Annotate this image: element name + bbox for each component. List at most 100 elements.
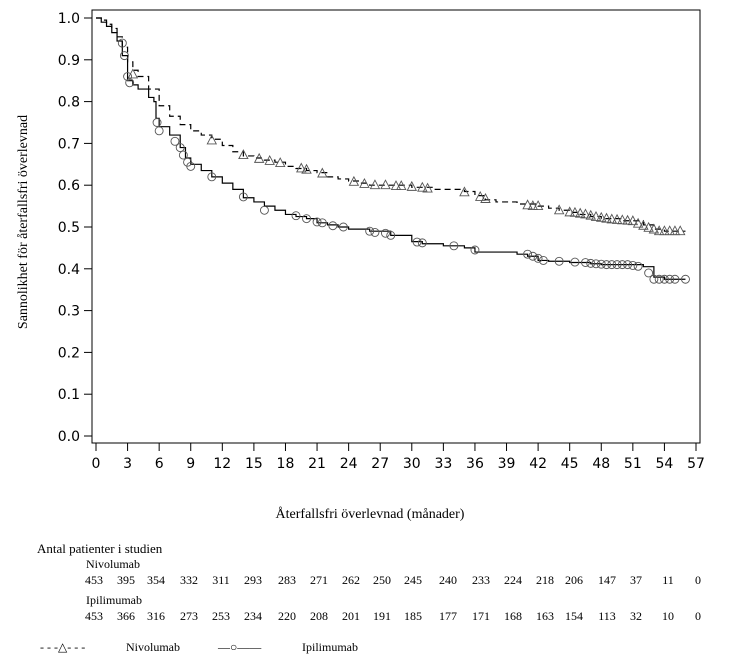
censor-mark-ipilimumab-41 [617, 260, 627, 270]
y-tick-label-5: 0.5 [58, 220, 80, 236]
y-tick-label-1: 0.1 [58, 387, 80, 403]
x-tick-label-4: 12 [213, 456, 231, 472]
censor-mark-ipilimumab-48 [659, 274, 669, 284]
censor-mark-ipilimumab-14 [291, 211, 301, 221]
censor-mark-ipilimumab-18 [328, 221, 338, 231]
censor-mark-ipilimumab-1 [119, 51, 129, 61]
censor-mark-ipilimumab-51 [681, 274, 690, 284]
legend-symbol-ipilimumab: —○—— [217, 640, 262, 654]
censor-mark-ipilimumab-33 [570, 257, 580, 267]
risk-count-ipilimumab-18: 10 [662, 609, 674, 623]
x-tick-label-1: 3 [123, 456, 132, 472]
censor-mark-ipilimumab-43 [628, 261, 638, 270]
x-tick-label-0: 0 [92, 456, 101, 472]
censor-mark-ipilimumab-2 [123, 72, 133, 81]
risk-count-ipilimumab-3: 273 [180, 609, 198, 623]
risk-count-ipilimumab-4: 253 [212, 609, 230, 623]
censor-mark-nivolumab-16 [417, 181, 428, 192]
censor-mark-nivolumab-9 [348, 175, 360, 186]
censor-mark-ipilimumab-50 [670, 274, 680, 284]
censor-mark-ipilimumab-7 [175, 143, 185, 153]
risk-count-nivolumab-18: 11 [662, 573, 674, 587]
censor-mark-nivolumab-1 [206, 134, 218, 145]
censor-mark-ipilimumab-11 [207, 172, 217, 182]
risk-count-ipilimumab-10: 185 [404, 609, 422, 623]
y-axis-label: Sannolikhet för återfallsfri överlevnad [16, 115, 31, 329]
risk-count-nivolumab-10: 245 [404, 573, 422, 587]
censor-mark-nivolumab-46 [674, 225, 686, 236]
censor-mark-ipilimumab-37 [596, 259, 606, 269]
risk-count-nivolumab-2: 354 [147, 573, 165, 587]
risk-count-nivolumab-17: 37 [630, 573, 642, 587]
legend-label-nivolumab: Nivolumab [126, 640, 180, 654]
censor-mark-nivolumab-17 [422, 182, 433, 193]
x-tick-label-13: 39 [498, 456, 516, 472]
censor-mark-nivolumab-32 [601, 212, 612, 223]
risk-count-nivolumab-7: 271 [310, 573, 328, 587]
censor-mark-nivolumab-21 [522, 199, 533, 210]
risk-count-ipilimumab-9: 191 [373, 609, 391, 623]
censor-mark-nivolumab-38 [632, 217, 644, 228]
risk-count-ipilimumab-15: 154 [565, 609, 583, 623]
risk-count-ipilimumab-6: 220 [278, 609, 296, 623]
x-tick-label-10: 30 [403, 456, 421, 472]
series-line-nivolumab [96, 17, 686, 232]
risk-count-ipilimumab-0: 453 [85, 609, 103, 623]
risk-table-title: Antal patienter i studien [37, 541, 163, 556]
risk-count-nivolumab-1: 395 [117, 573, 135, 587]
censor-mark-nivolumab-23 [532, 200, 544, 211]
censor-mark-nivolumab-6 [296, 162, 307, 173]
risk-count-ipilimumab-8: 201 [342, 609, 360, 623]
censor-mark-ipilimumab-46 [649, 274, 659, 284]
censor-mark-nivolumab-37 [627, 215, 639, 226]
censor-mark-ipilimumab-24 [412, 237, 422, 247]
risk-count-ipilimumab-13: 168 [504, 609, 522, 623]
censor-mark-nivolumab-43 [659, 225, 670, 236]
y-tick-label-2: 0.2 [58, 345, 80, 361]
censor-mark-nivolumab-25 [564, 206, 575, 217]
risk-count-nivolumab-14: 218 [536, 573, 554, 587]
risk-count-nivolumab-0: 453 [85, 573, 103, 587]
legend-item-nivolumab: - - -△- - - Nivolumab [40, 640, 180, 654]
censor-mark-nivolumab-12 [380, 179, 391, 190]
risk-count-ipilimumab-5: 234 [244, 609, 262, 623]
risk-count-nivolumab-12: 233 [472, 573, 490, 587]
censor-mark-nivolumab-30 [590, 211, 602, 221]
censor-mark-nivolumab-40 [643, 221, 654, 232]
censor-mark-ipilimumab-30 [533, 253, 543, 263]
x-tick-label-2: 6 [155, 456, 164, 472]
censor-mark-ipilimumab-13 [259, 205, 269, 215]
x-tick-label-15: 45 [561, 456, 579, 472]
y-axis: 0.0 0.1 0.2 0.3 0.4 0.5 0.6 0.7 0.8 0.9 1.0 [58, 11, 92, 445]
x-tick-label-17: 51 [624, 456, 642, 472]
censor-mark-ipilimumab-4 [152, 118, 162, 127]
censor-mark-nivolumab-42 [653, 225, 665, 236]
censor-mark-ipilimumab-32 [554, 256, 564, 266]
legend-symbol-nivolumab: - - -△- - - [40, 640, 85, 654]
legend-item-ipilimumab: —○—— Ipilimumab [217, 640, 358, 654]
censor-mark-ipilimumab-19 [338, 222, 348, 232]
y-tick-label-7: 0.7 [58, 136, 80, 152]
risk-count-nivolumab-6: 283 [278, 573, 296, 587]
censor-mark-nivolumab-3 [253, 152, 265, 163]
risk-count-ipilimumab-11: 177 [439, 609, 457, 623]
censor-mark-nivolumab-24 [553, 204, 565, 215]
risk-count-nivolumab-11: 240 [439, 573, 457, 587]
y-tick-label-9: 0.9 [58, 53, 80, 69]
censor-mark-nivolumab-27 [574, 207, 586, 218]
censor-mark-nivolumab-26 [569, 206, 581, 217]
censor-mark-ipilimumab-29 [528, 251, 538, 261]
censor-mark-ipilimumab-38 [602, 260, 611, 270]
censor-mark-nivolumab-31 [596, 211, 607, 222]
censor-mark-ipilimumab-17 [317, 218, 327, 228]
censor-mark-ipilimumab-39 [607, 260, 617, 270]
censor-mark-ipilimumab-36 [591, 259, 601, 269]
x-tick-label-18: 54 [656, 456, 674, 472]
censor-mark-ipilimumab-8 [178, 150, 188, 160]
censor-mark-ipilimumab-42 [623, 260, 633, 270]
censor-mark-ipilimumab-25 [417, 238, 427, 248]
risk-count-ipilimumab-1: 366 [117, 609, 135, 623]
censor-mark-nivolumab-15 [406, 180, 418, 191]
risk-count-nivolumab-15: 206 [565, 573, 583, 587]
x-tick-label-3: 9 [186, 456, 195, 472]
